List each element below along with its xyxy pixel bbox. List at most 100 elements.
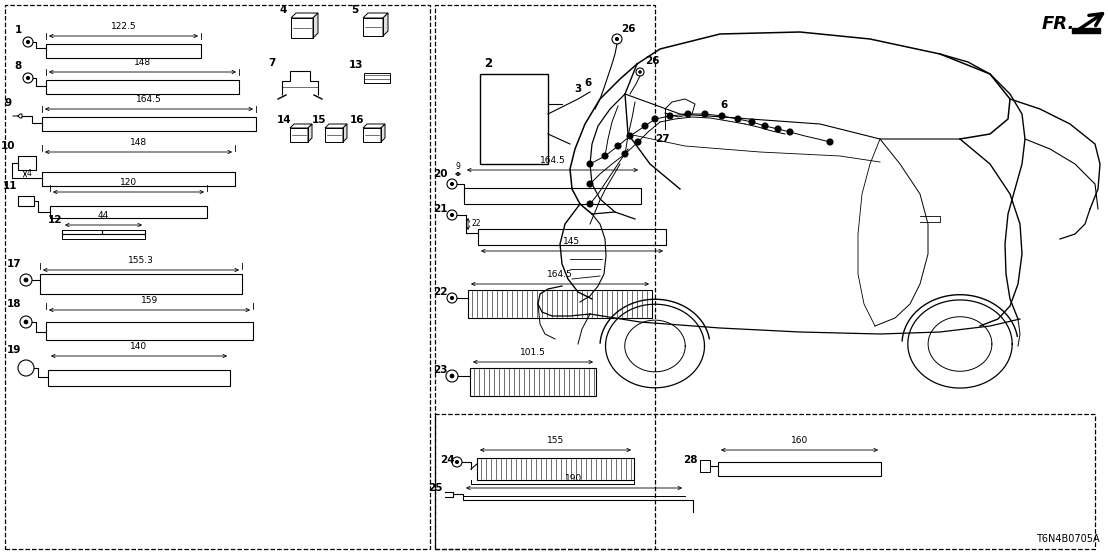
Text: 24: 24 [440, 455, 454, 465]
Text: 122.5: 122.5 [111, 22, 136, 31]
Text: 12: 12 [48, 215, 62, 225]
Text: 155.3: 155.3 [129, 256, 154, 265]
Text: 25: 25 [428, 483, 442, 493]
Text: 159: 159 [141, 296, 158, 305]
Text: 6: 6 [720, 100, 727, 110]
Text: 101.5: 101.5 [520, 348, 546, 357]
Circle shape [749, 119, 755, 125]
Circle shape [652, 116, 658, 122]
Bar [40, 274, 242, 294]
Bar [42, 172, 235, 186]
Bar [365, 73, 390, 83]
Bar [468, 290, 652, 318]
Text: 17: 17 [7, 259, 21, 269]
Text: FR.: FR. [1042, 15, 1076, 33]
Circle shape [627, 133, 633, 139]
Polygon shape [290, 124, 312, 128]
Polygon shape [383, 13, 388, 36]
Circle shape [24, 320, 28, 324]
Text: 19: 19 [7, 345, 21, 355]
Bar [62, 230, 145, 239]
Circle shape [455, 460, 459, 464]
Circle shape [451, 182, 453, 186]
Bar [291, 18, 312, 38]
Polygon shape [308, 124, 312, 142]
Bar [6, 5, 430, 549]
Polygon shape [363, 124, 384, 128]
Circle shape [667, 113, 673, 119]
Bar [47, 44, 201, 58]
Bar [718, 462, 881, 476]
Text: 164.5: 164.5 [547, 270, 573, 279]
Text: T6N4B0705A: T6N4B0705A [1036, 534, 1100, 544]
Circle shape [787, 129, 793, 135]
Circle shape [587, 181, 593, 187]
Text: 10: 10 [1, 141, 16, 151]
Text: 13: 13 [349, 60, 363, 70]
Text: 21: 21 [433, 204, 448, 214]
Text: 8: 8 [14, 61, 22, 71]
Bar [47, 322, 253, 340]
Bar [325, 128, 343, 142]
Bar [700, 460, 710, 472]
Circle shape [685, 111, 691, 117]
Circle shape [451, 296, 453, 300]
Text: 148: 148 [134, 58, 151, 67]
Polygon shape [381, 124, 384, 142]
Circle shape [27, 40, 30, 44]
Text: 23: 23 [433, 365, 448, 375]
Circle shape [587, 201, 593, 207]
Circle shape [616, 38, 618, 40]
Circle shape [827, 139, 833, 145]
Text: 5: 5 [351, 5, 359, 15]
Circle shape [450, 374, 454, 378]
Circle shape [762, 123, 768, 129]
Text: 16: 16 [350, 115, 365, 125]
Bar [464, 188, 642, 204]
Circle shape [774, 126, 781, 132]
Bar [18, 196, 34, 206]
Text: 164.5: 164.5 [136, 95, 162, 104]
Text: 22: 22 [433, 287, 448, 297]
Text: 4: 4 [279, 5, 287, 15]
Text: 120: 120 [120, 178, 137, 187]
Bar [47, 80, 239, 94]
Text: 27: 27 [655, 134, 669, 144]
Text: 148: 148 [130, 138, 147, 147]
Text: 164.5: 164.5 [540, 156, 565, 165]
Polygon shape [363, 13, 388, 18]
Text: 1: 1 [14, 25, 22, 35]
Bar [478, 458, 634, 480]
Bar [48, 370, 230, 386]
Text: 190: 190 [565, 474, 583, 483]
Text: 3: 3 [574, 84, 582, 94]
Bar [480, 74, 548, 164]
Text: 160: 160 [791, 436, 808, 445]
Circle shape [639, 71, 642, 73]
Circle shape [602, 153, 608, 159]
Text: 11: 11 [2, 181, 18, 191]
Polygon shape [343, 124, 347, 142]
Polygon shape [325, 124, 347, 128]
Text: 155: 155 [547, 436, 564, 445]
Text: 20: 20 [433, 169, 448, 179]
Circle shape [451, 213, 453, 217]
Circle shape [642, 123, 648, 129]
Bar [470, 368, 596, 396]
Circle shape [622, 151, 628, 157]
Text: 7: 7 [268, 58, 276, 68]
Circle shape [719, 113, 725, 119]
Bar [363, 128, 381, 142]
Circle shape [24, 278, 28, 282]
Text: 18: 18 [7, 299, 21, 309]
Circle shape [702, 111, 708, 117]
Text: 26: 26 [645, 56, 659, 66]
Polygon shape [1073, 28, 1100, 33]
Text: 145: 145 [564, 237, 581, 246]
Circle shape [27, 76, 30, 80]
Text: 2: 2 [484, 57, 492, 70]
Text: 44: 44 [98, 211, 109, 220]
Text: 9: 9 [4, 98, 11, 108]
Circle shape [615, 143, 620, 149]
Bar [50, 206, 207, 218]
